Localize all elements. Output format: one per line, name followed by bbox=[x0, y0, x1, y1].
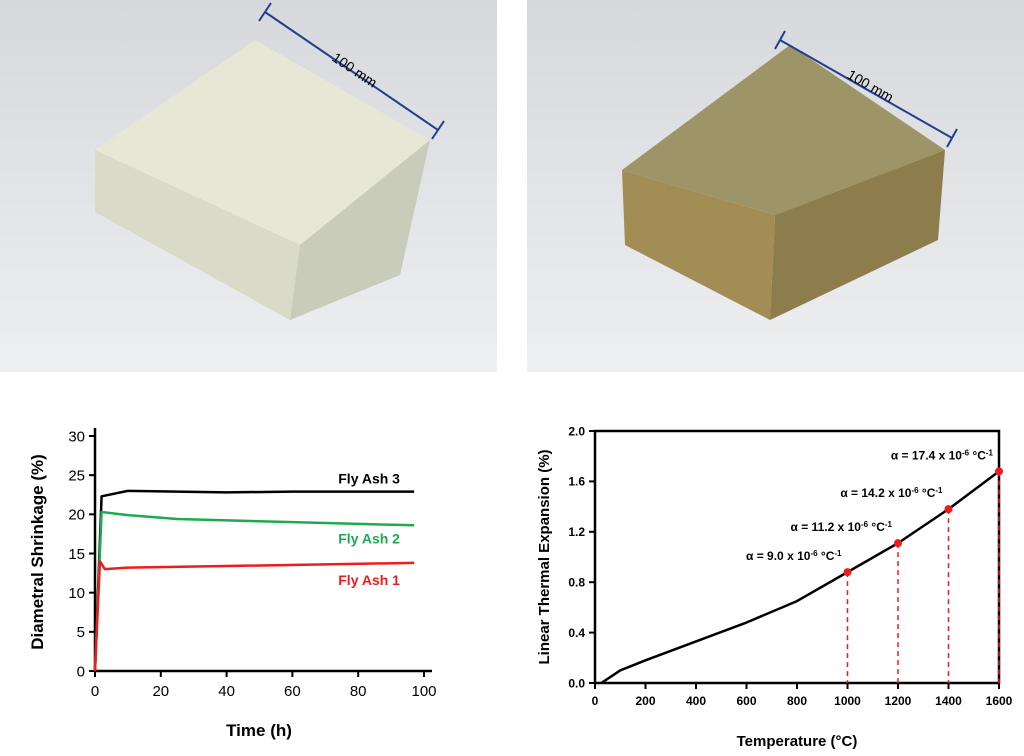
block-left-face bbox=[622, 170, 775, 320]
photo-right: 100 mm bbox=[527, 0, 1024, 372]
annotation-text: α = 14.2 x 10 bbox=[840, 486, 911, 500]
data-line bbox=[600, 470, 1000, 685]
x-tick-label: 600 bbox=[736, 694, 756, 708]
y-tick-label: 1.6 bbox=[568, 475, 585, 489]
block-left-face bbox=[95, 150, 300, 320]
annotation-text: α = 9.0 x 10 bbox=[746, 549, 811, 563]
y-tick-label: 30 bbox=[68, 428, 85, 445]
block-top bbox=[622, 45, 945, 215]
dimension-tick bbox=[431, 120, 445, 140]
x-axis-label: Time (h) bbox=[226, 721, 292, 740]
x-tick-label: 1600 bbox=[986, 694, 1013, 708]
data-line bbox=[93, 489, 415, 672]
annotation-unit: °C bbox=[868, 520, 885, 534]
data-point bbox=[995, 467, 1003, 476]
annotation-text: α = 11.2 x 10 bbox=[791, 520, 862, 534]
data-point bbox=[944, 505, 953, 514]
photo-left: 100 mm bbox=[0, 0, 497, 372]
annotation-superscript: -1 bbox=[885, 520, 893, 529]
x-tick-label: 400 bbox=[686, 694, 706, 708]
y-tick-label: 0.0 bbox=[568, 676, 585, 690]
dimension-tick bbox=[946, 128, 958, 148]
y-tick-label: 25 bbox=[68, 468, 85, 485]
x-tick-label: 1400 bbox=[935, 694, 962, 708]
block-right-face bbox=[290, 140, 430, 320]
annotation-superscript: -1 bbox=[935, 486, 943, 495]
annotation-superscript: -1 bbox=[834, 549, 842, 558]
x-tick-label: 0 bbox=[592, 694, 599, 708]
annotation-superscript: -6 bbox=[861, 520, 869, 529]
annotation-unit: °C bbox=[969, 448, 986, 462]
y-tick-label: 0 bbox=[77, 663, 85, 680]
y-tick-label: 20 bbox=[68, 507, 85, 524]
y-tick-label: 0.8 bbox=[568, 576, 585, 590]
series-label: Fly Ash 1 bbox=[338, 572, 400, 588]
annotation: α = 14.2 x 10-6 °C-1 bbox=[840, 486, 943, 501]
dimension-tick bbox=[258, 2, 272, 22]
x-tick-label: 60 bbox=[284, 683, 301, 700]
y-tick-label: 1.2 bbox=[568, 525, 585, 539]
annotation-unit: °C bbox=[919, 486, 936, 500]
block-right-face bbox=[770, 150, 945, 320]
y-tick-label: 0.4 bbox=[568, 626, 585, 640]
y-tick-label: 5 bbox=[77, 624, 85, 641]
x-tick-label: 800 bbox=[787, 694, 807, 708]
y-tick-label: 2.0 bbox=[568, 424, 585, 438]
x-tick-label: 20 bbox=[152, 683, 169, 700]
data-point bbox=[843, 568, 852, 577]
annotation-superscript: -6 bbox=[911, 486, 919, 495]
x-axis-label: Temperature (°C) bbox=[737, 733, 858, 750]
annotation-superscript: -1 bbox=[986, 448, 994, 457]
series-label: Fly Ash 3 bbox=[338, 471, 400, 487]
dimension-line bbox=[264, 11, 439, 131]
annotation-text: α = 17.4 x 10 bbox=[891, 448, 962, 462]
dimension-line bbox=[779, 39, 953, 139]
x-tick-label: 0 bbox=[91, 683, 99, 700]
y-tick-label: 10 bbox=[68, 585, 85, 602]
x-tick-label: 200 bbox=[635, 694, 655, 708]
x-tick-label: 1000 bbox=[834, 694, 861, 708]
block-top bbox=[95, 40, 430, 245]
annotation-superscript: -6 bbox=[962, 448, 970, 457]
annotation-unit: °C bbox=[818, 549, 835, 563]
x-tick-label: 100 bbox=[411, 683, 436, 700]
data-line bbox=[93, 510, 415, 672]
y-axis-label: Linear Thermal Expansion (%) bbox=[536, 449, 553, 664]
series-label: Fly Ash 2 bbox=[338, 530, 400, 546]
data-line bbox=[93, 560, 415, 672]
x-tick-label: 40 bbox=[218, 683, 235, 700]
annotation: α = 17.4 x 10-6 °C-1 bbox=[891, 448, 994, 463]
data-point bbox=[894, 539, 902, 548]
dimension-tick bbox=[774, 30, 786, 50]
y-axis-label: Diametral Shrinkage (%) bbox=[28, 454, 47, 650]
x-tick-label: 1200 bbox=[885, 694, 912, 708]
annotation: α = 11.2 x 10-6 °C-1 bbox=[791, 520, 893, 535]
annotation-superscript: -6 bbox=[810, 549, 818, 558]
y-tick-label: 15 bbox=[68, 546, 85, 563]
annotation: α = 9.0 x 10-6 °C-1 bbox=[746, 549, 842, 564]
x-tick-label: 80 bbox=[350, 683, 367, 700]
